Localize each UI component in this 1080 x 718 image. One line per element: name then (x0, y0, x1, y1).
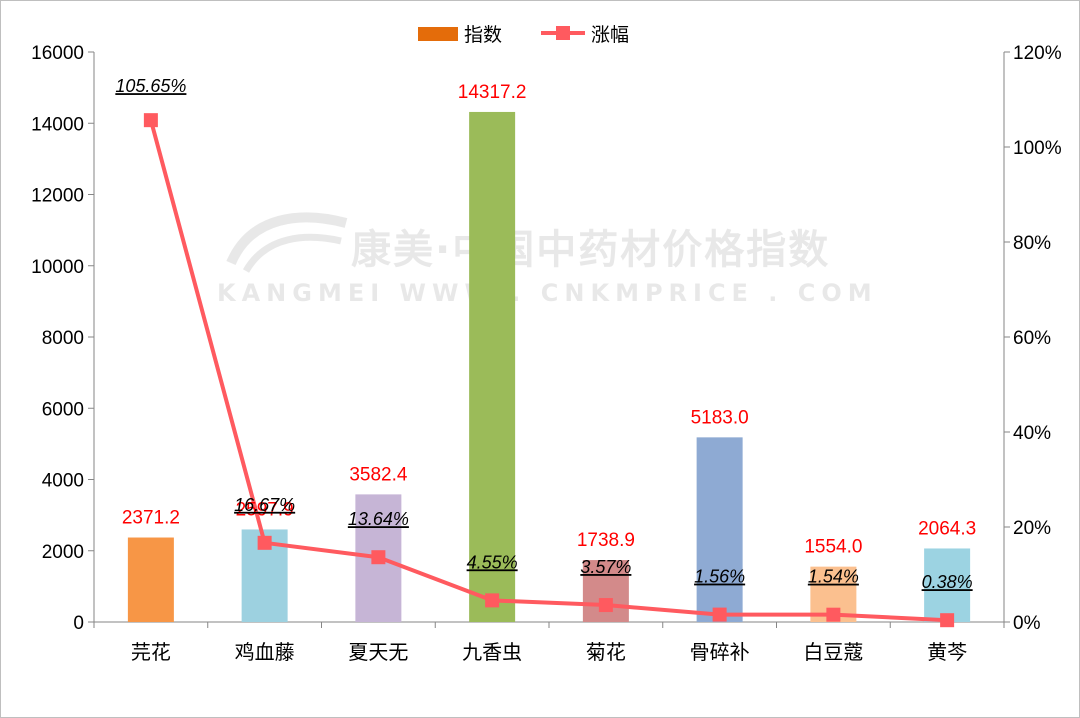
watermark: 康美·中国中药材价格指数 KANGMEI WWW . CNKMPRICE . C… (217, 212, 878, 307)
percent-label: 4.55% (467, 552, 518, 572)
left-tick-label: 10000 (31, 257, 84, 278)
watermark-title: 康美·中国中药材价格指数 (351, 227, 830, 273)
right-tick-label: 120% (1013, 43, 1062, 64)
left-tick-label: 14000 (31, 114, 84, 135)
left-tick-label: 4000 (42, 471, 84, 492)
category-label: 九香虫 (462, 640, 522, 664)
left-tick-label: 0 (73, 613, 84, 634)
change-line (148, 119, 948, 623)
change-marker (940, 613, 955, 628)
change-marker (826, 607, 841, 622)
change-marker (257, 535, 272, 550)
bar (924, 548, 971, 622)
left-tick-label: 6000 (42, 399, 84, 420)
change-marker (485, 593, 500, 608)
right-tick-label: 100% (1013, 138, 1062, 159)
category-label: 白豆蔻 (803, 640, 863, 664)
change-marker (712, 607, 727, 622)
right-tick-label: 40% (1013, 423, 1051, 444)
bar (127, 537, 174, 622)
left-tick-label: 16000 (31, 43, 84, 64)
right-tick-label: 0% (1013, 613, 1041, 634)
percent-label: 1.54% (808, 567, 859, 587)
legend-label-change: 涨幅 (591, 24, 629, 46)
right-axis-ticks: 0% 20% 40% 60% 80% 100% 120% (1004, 43, 1062, 634)
percent-label: 16.67% (234, 495, 295, 515)
left-tick-label: 8000 (42, 328, 84, 349)
watermark-logo-icon (226, 212, 348, 273)
percent-labels: 105.65% 16.67% 13.64% 4.55% 3.57% 1.56% 1.54% 0… (115, 76, 972, 592)
bar-value-label: 2597.9 (236, 499, 294, 520)
change-marker (598, 598, 613, 613)
line-series (143, 113, 955, 628)
bar (469, 111, 516, 622)
bar-value-label: 1738.9 (577, 530, 635, 551)
category-label: 芫花 (131, 640, 171, 664)
percent-label: 13.64% (348, 509, 409, 529)
percent-label: 3.57% (580, 557, 631, 577)
x-axis-ticks: 芫花 鸡血藤 夏天无 九香虫 菊花 骨碎补 白豆蔻 黄芩 (93, 622, 1005, 664)
left-tick-label: 2000 (42, 542, 84, 563)
right-tick-label: 20% (1013, 518, 1051, 539)
legend: 指数 涨幅 (418, 24, 629, 46)
bar (696, 437, 743, 622)
bar-value-labels: 2371.2 2597.9 3582.4 14317.2 1738.9 5183.0 155… (122, 82, 976, 558)
watermark-url: KANGMEI WWW . CNKMPRICE . COM (217, 279, 878, 307)
bar-value-label: 2371.2 (122, 508, 180, 529)
bar-value-label: 2064.3 (918, 518, 976, 539)
bar-value-label: 1554.0 (804, 537, 862, 558)
bar-value-label: 5183.0 (691, 407, 749, 428)
percent-label: 1.56% (694, 567, 745, 587)
right-tick-label: 80% (1013, 233, 1051, 254)
left-axis-ticks: 0 2000 4000 6000 8000 10000 12000 14000 16000 (31, 43, 94, 634)
category-label: 骨碎补 (690, 640, 750, 664)
bar-value-label: 14317.2 (458, 82, 527, 103)
right-tick-label: 60% (1013, 328, 1051, 349)
category-label: 鸡血藤 (235, 640, 295, 664)
category-label: 菊花 (586, 640, 626, 664)
bar-value-label: 3582.4 (349, 464, 408, 485)
legend-label-index: 指数 (464, 24, 502, 46)
percent-label: 105.65% (115, 76, 186, 96)
legend-marker-change (556, 26, 570, 40)
left-tick-label: 12000 (31, 186, 84, 207)
change-marker (143, 113, 158, 128)
percent-label: 0.38% (922, 572, 973, 592)
category-label: 黄芩 (927, 640, 967, 664)
legend-swatch-index (418, 27, 458, 41)
category-label: 夏天无 (348, 640, 408, 664)
change-marker (371, 550, 386, 565)
